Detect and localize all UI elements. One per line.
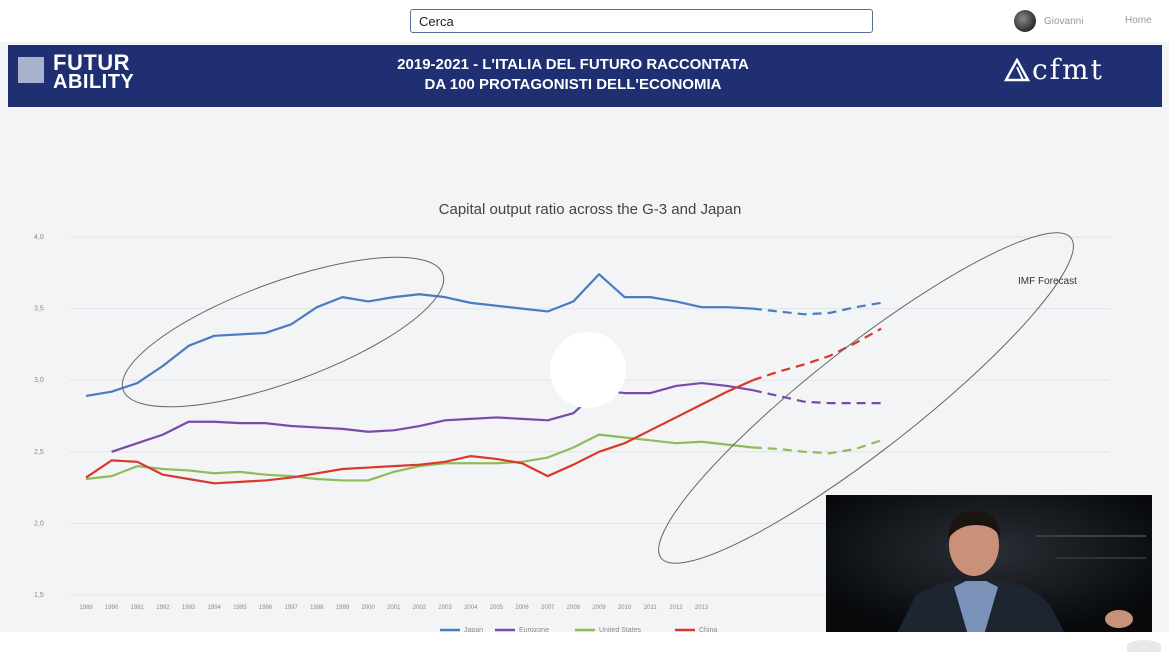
presentation-slide: FUTUR ABILITY 2019-2021 - L'ITALIA DEL F… [0, 42, 1169, 632]
x-tick-label: 2002 [413, 605, 427, 611]
x-tick-label: 1994 [208, 605, 222, 611]
logo-line-2: ABILITY [53, 71, 135, 93]
y-tick-label: 2,0 [34, 520, 44, 527]
forecast-annotation: IMF Forecast [1018, 276, 1077, 287]
speaker-video-frame [826, 495, 1152, 632]
cfmt-logo: cfmt [1004, 53, 1104, 86]
series-forecast-1 [752, 389, 882, 405]
x-tick-label: 2003 [438, 605, 452, 611]
x-tick-label: 1993 [182, 605, 196, 611]
series-forecast-0 [752, 301, 882, 316]
series-line-3 [85, 379, 754, 485]
user-menu[interactable]: Giovanni [1014, 10, 1083, 32]
x-tick-label: 1997 [285, 605, 299, 611]
chart-title: Capital output ratio across the G-3 and … [439, 201, 742, 218]
x-tick-label: 1998 [310, 605, 324, 611]
line-chart: 1,52,02,53,03,54,0 1989 1990 1991 1992 1993 1… [34, 201, 1110, 632]
legend-label: Japan [464, 627, 483, 632]
y-axis-ticks: 1,5 2,0 2,5 3,0 3,5 4,0 [34, 234, 44, 599]
futurability-logo-icon [18, 57, 44, 83]
x-tick-label: 1991 [131, 605, 145, 611]
x-tick-label: 2006 [515, 605, 529, 611]
x-axis-ticks: 1989 1990 1991 1992 1993 1994 1995 1996 1997 1998… [79, 605, 709, 611]
highlight-ellipse-left [121, 256, 445, 408]
top-bar: Giovanni Home [0, 0, 1169, 42]
speaker-video[interactable] [826, 495, 1152, 632]
series-line-1 [111, 381, 754, 453]
logo-line-1: FUTUR [53, 50, 131, 75]
chart-legend: Japan Eurozone United States China [440, 627, 717, 632]
triangle-icon [1004, 57, 1030, 81]
y-tick-label: 3,5 [34, 306, 44, 313]
y-tick-label: 4,0 [34, 234, 44, 241]
bottom-bar [0, 632, 1169, 648]
x-tick-label: 1989 [79, 605, 93, 611]
series-line-2 [85, 433, 754, 482]
x-tick-label: 2001 [387, 605, 401, 611]
legend-label: United States [599, 627, 642, 632]
x-tick-label: 2000 [361, 605, 375, 611]
x-tick-label: 2013 [695, 605, 709, 611]
series-forecast-3 [752, 327, 882, 382]
slide-banner: FUTUR ABILITY 2019-2021 - L'ITALIA DEL F… [8, 45, 1162, 107]
x-tick-label: 1992 [156, 605, 170, 611]
banner-title: 2019-2021 - L'ITALIA DEL FUTURO RACCONTA… [258, 55, 888, 95]
x-tick-label: 2011 [644, 605, 658, 611]
pointer-highlight [550, 332, 626, 408]
legend-label: Eurozone [519, 627, 549, 632]
legend-label: China [699, 627, 717, 632]
x-tick-label: 2004 [464, 605, 478, 611]
banner-title-line-2: DA 100 PROTAGONISTI DELL'ECONOMIA [424, 76, 722, 93]
x-tick-label: 1999 [336, 605, 350, 611]
x-tick-label: 2012 [669, 605, 683, 611]
highlight-ellipse-right [658, 232, 1074, 564]
corner-widget[interactable] [1127, 640, 1161, 652]
username-label[interactable]: Giovanni [1044, 15, 1084, 27]
x-tick-label: 2007 [541, 605, 555, 611]
x-tick-label: 1996 [259, 605, 273, 611]
series-forecast-2 [752, 439, 882, 455]
banner-title-line-1: 2019-2021 - L'ITALIA DEL FUTURO RACCONTA… [397, 56, 749, 73]
x-tick-label: 2008 [567, 605, 581, 611]
home-link[interactable]: Home [1125, 15, 1152, 26]
search-input[interactable] [410, 9, 873, 33]
series-layer [85, 273, 882, 485]
x-tick-label: 2009 [592, 605, 606, 611]
x-tick-label: 2005 [490, 605, 504, 611]
y-tick-label: 3,0 [34, 377, 44, 384]
x-tick-label: 1995 [233, 605, 247, 611]
x-tick-label: 1990 [105, 605, 119, 611]
y-tick-label: 1,5 [34, 592, 44, 599]
series-line-0 [85, 273, 753, 398]
cfmt-logo-text: cfmt [1032, 53, 1104, 86]
y-tick-label: 2,5 [34, 449, 44, 456]
x-tick-label: 2010 [618, 605, 632, 611]
avatar[interactable] [1014, 10, 1036, 32]
